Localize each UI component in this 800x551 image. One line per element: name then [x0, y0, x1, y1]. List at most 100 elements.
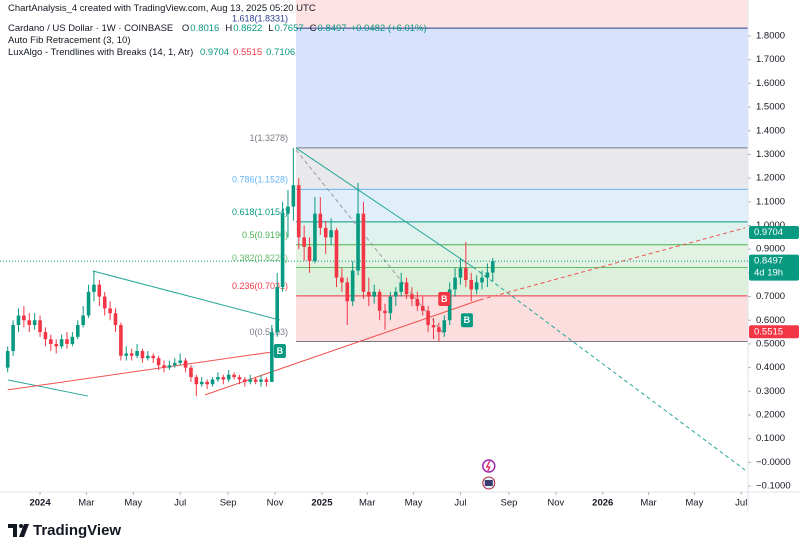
candle-body	[383, 310, 387, 314]
brand-name: TradingView	[33, 522, 121, 539]
y-tick-label: 1.3000	[756, 149, 785, 160]
fib-label: 1(1.3278)	[250, 133, 289, 143]
candle-body	[27, 320, 32, 325]
candle-body	[135, 351, 139, 356]
candle-body	[113, 313, 118, 325]
x-tick-label: May	[405, 498, 423, 509]
y-tick-label: 0.9000	[756, 244, 785, 255]
x-tick-label: Mar	[359, 498, 375, 509]
candle-body	[404, 282, 409, 295]
fib-zone	[296, 267, 748, 296]
indicator-fib: Auto Fib Retracement (3, 10)	[8, 35, 131, 46]
trendline	[472, 266, 746, 471]
legend-key: C	[309, 23, 317, 34]
candle-body	[264, 379, 269, 382]
trendline	[295, 147, 474, 268]
fib-label: 0(0.5103)	[250, 327, 289, 337]
candle-body	[490, 261, 495, 273]
candle-body	[313, 213, 317, 262]
brand-logo-dot	[19, 524, 23, 528]
candle-body	[377, 291, 382, 311]
y-tick-label: 0.4000	[756, 362, 785, 373]
price-tag	[749, 226, 799, 240]
candle-body	[75, 324, 80, 337]
y-tick-label: 0.1000	[756, 433, 785, 444]
candle-body	[485, 272, 490, 278]
x-tick-label: 2026	[592, 498, 613, 509]
symbol: Cardano / US Dollar · 1W · COINBASE	[8, 23, 174, 34]
candle-body	[54, 343, 59, 347]
x-tick-label: Sep	[220, 498, 237, 509]
legend-key: H	[225, 23, 233, 34]
x-tick-label: Sep	[501, 498, 518, 509]
x-tick-label: Jul	[454, 498, 466, 509]
candle-body	[124, 353, 129, 356]
candle-body	[367, 291, 371, 297]
candle-body	[194, 377, 199, 385]
y-tick-label: 0.7000	[756, 291, 785, 302]
candle-body	[307, 246, 312, 262]
candle-body	[205, 381, 209, 385]
candle-body	[399, 282, 403, 292]
candle-body	[162, 365, 166, 368]
trendline	[295, 149, 446, 336]
candle-body	[318, 213, 323, 228]
candle-body	[410, 294, 414, 299]
fib-label: 0.5(0.9190)	[242, 230, 288, 240]
candle-body	[388, 296, 393, 314]
legend-change: +0.0482 (+6.01%)	[350, 23, 427, 34]
candle-body	[140, 351, 145, 359]
y-tick-label: −0.0000	[756, 457, 791, 468]
candle-body	[65, 339, 69, 344]
candle-body	[420, 306, 425, 311]
candle-body	[302, 237, 306, 247]
candle-body	[129, 353, 134, 356]
fib-label: 0.618(1.0154)	[232, 207, 288, 217]
candle-body	[329, 230, 333, 238]
x-tick-label: Mar	[78, 498, 94, 509]
candle-body	[70, 336, 75, 344]
indicator-value: 0.7106	[266, 47, 296, 58]
candle-body	[183, 360, 188, 368]
candle-body	[119, 324, 123, 356]
break-label: B	[464, 315, 471, 325]
candle-body	[22, 315, 26, 321]
candle-body	[442, 320, 447, 333]
break-label-box	[438, 291, 451, 306]
legend-value: 0.8016	[190, 23, 220, 34]
candle-body	[361, 213, 366, 292]
candle-body	[59, 339, 64, 347]
y-tick-label: −0.1000	[756, 481, 791, 492]
break-label-box	[273, 344, 286, 359]
candle-body	[5, 351, 10, 368]
break-label: B	[277, 346, 284, 356]
price-tag-label: 0.9704	[754, 227, 783, 238]
x-tick-label: May	[685, 498, 703, 509]
candle-body	[11, 324, 15, 352]
candle-body	[340, 277, 344, 283]
candle-body	[286, 206, 290, 214]
brand-logo	[8, 524, 29, 537]
y-tick-label: 1.8000	[756, 31, 785, 42]
indicator-name: LuxAlgo - Trendlines with Breaks (14, 1,…	[8, 47, 194, 58]
indicator-value: 0.5515	[233, 47, 263, 58]
fib-zone	[296, 221, 748, 245]
candle-body	[464, 268, 468, 280]
candle-body	[431, 324, 436, 328]
fib-zone	[296, 28, 748, 148]
break-label: B	[441, 294, 448, 304]
candle-body	[189, 367, 193, 378]
price-tag-label: 0.8497	[754, 256, 783, 267]
y-tick-label: 1.7000	[756, 54, 785, 65]
candle-body	[453, 277, 457, 290]
candle-body	[291, 185, 296, 207]
candle-body	[323, 227, 328, 238]
price-tag	[749, 254, 799, 281]
fib-zone	[296, 189, 748, 222]
event-icon	[482, 459, 496, 473]
trendline	[479, 227, 746, 301]
candle-body	[146, 355, 150, 359]
y-tick-label: 0.6000	[756, 315, 785, 326]
